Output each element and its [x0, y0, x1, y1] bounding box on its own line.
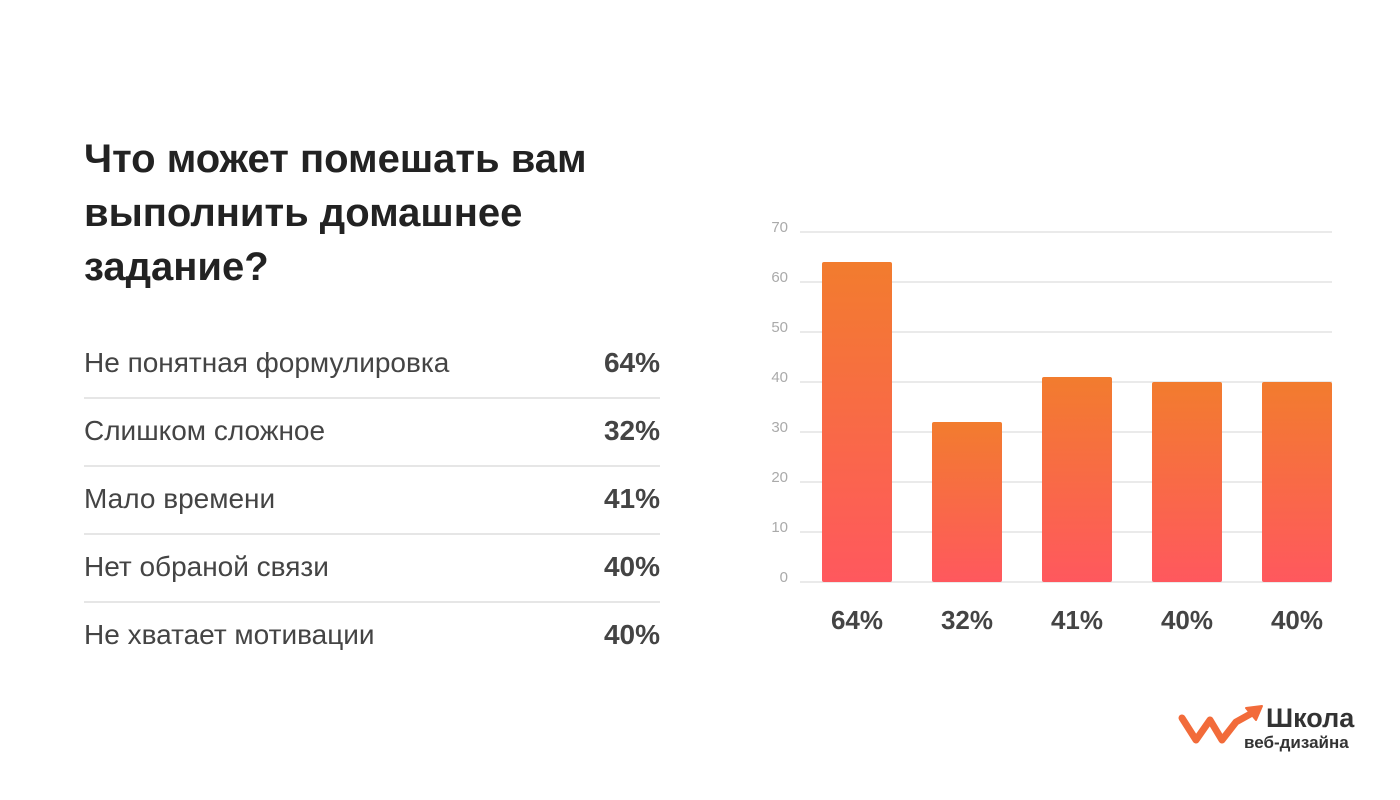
y-tick-label: 50: [771, 319, 788, 336]
y-tick-label: 10: [771, 519, 788, 536]
value-label: 32%: [941, 605, 993, 635]
logo-icon: [1178, 705, 1263, 744]
y-tick-label: 40: [771, 369, 788, 386]
row-value: 64%: [603, 346, 660, 378]
row-label: Нет обраной связи: [84, 550, 329, 582]
y-tick-label: 70: [771, 219, 788, 236]
y-tick-label: 0: [780, 569, 788, 586]
row-value: 41%: [603, 482, 660, 514]
logo-subtitle: веб-дизайна: [1244, 733, 1349, 752]
row-label: Мало времени: [84, 482, 276, 514]
row-separator: [84, 397, 660, 399]
bar: [822, 262, 892, 582]
bar: [1262, 382, 1332, 582]
value-label: 40%: [1161, 605, 1213, 635]
row-label: Не хватает мотивации: [84, 618, 375, 650]
row-label: Слишком сложное: [84, 414, 326, 446]
table-row: Не хватает мотивации 40%: [84, 601, 660, 668]
value-label: 64%: [831, 605, 883, 635]
row-separator: [84, 533, 660, 535]
y-tick-label: 30: [771, 419, 788, 436]
row-value: 40%: [603, 618, 660, 650]
row-separator: [84, 465, 660, 467]
slide-title: Что может помешать вам выполнить домашне…: [84, 137, 587, 289]
bar: [1042, 377, 1112, 582]
table-row: Слишком сложное 32%: [84, 397, 660, 464]
value-label: 40%: [1271, 605, 1323, 635]
y-tick-label: 20: [771, 469, 788, 486]
value-label: 41%: [1051, 605, 1103, 635]
row-label: Не понятная формулировка: [84, 346, 450, 378]
bar: [1152, 382, 1222, 582]
row-value: 40%: [603, 550, 660, 582]
y-tick-label: 60: [771, 269, 788, 286]
table-row: Не понятная формулировка 64%: [84, 329, 660, 396]
row-separator: [84, 601, 660, 603]
logo-name: Школа: [1266, 703, 1355, 733]
bar: [932, 422, 1002, 582]
row-value: 32%: [603, 414, 660, 446]
table-row: Нет обраной связи 40%: [84, 533, 660, 600]
table-row: Мало времени 41%: [84, 465, 660, 532]
